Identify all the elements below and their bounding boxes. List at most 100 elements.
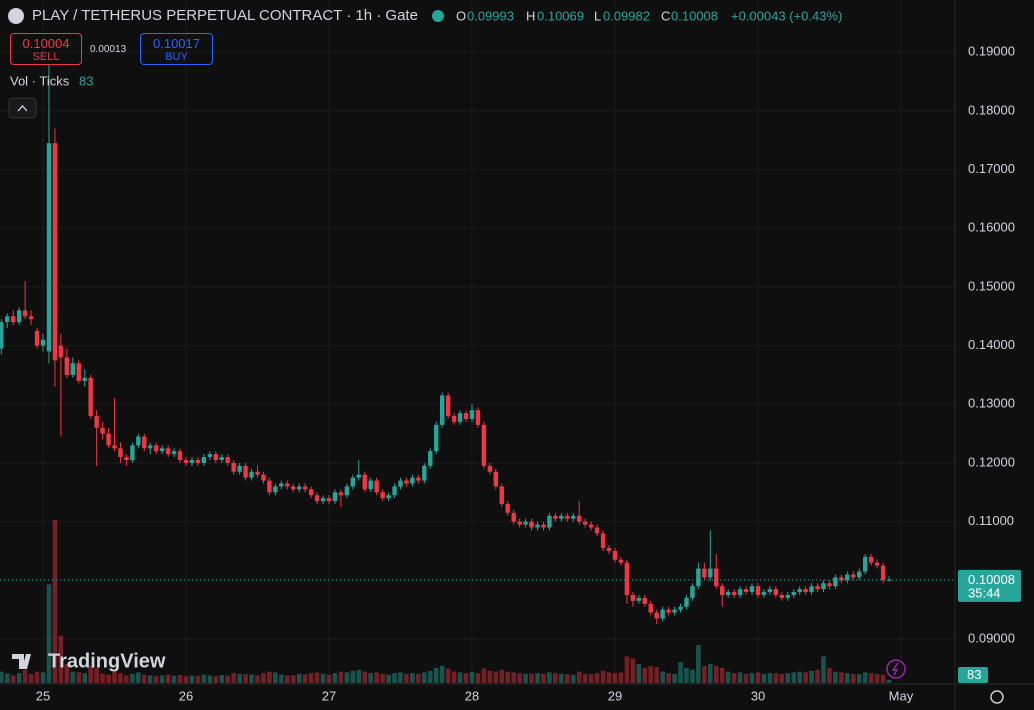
volume-bar — [839, 672, 844, 683]
candle-body — [213, 454, 218, 461]
candle-body — [708, 568, 713, 578]
volume-bar — [553, 673, 558, 683]
candle-body — [469, 410, 475, 419]
volume-bar — [541, 673, 546, 683]
candle-body — [737, 589, 743, 595]
candle-body — [225, 457, 230, 463]
y-tick-label: 0.16000 — [968, 220, 1015, 235]
volume-bar — [743, 673, 749, 683]
volume-bar — [106, 674, 111, 683]
candle-body — [308, 489, 314, 496]
volume-bar — [618, 672, 624, 683]
volume-bar — [791, 672, 797, 683]
candle-body — [314, 495, 320, 502]
volume-bar — [338, 671, 344, 683]
candle-body — [231, 462, 236, 472]
volume-bar — [660, 671, 665, 683]
volume-bar — [124, 675, 129, 683]
volume-bar — [94, 667, 99, 683]
volume-bar — [886, 679, 892, 683]
candle-body — [94, 416, 99, 428]
candle-body — [720, 586, 725, 595]
volume-bar — [719, 667, 725, 683]
volume-bar — [702, 665, 707, 683]
x-tick-label: 26 — [179, 688, 193, 703]
candle-body — [189, 460, 195, 463]
volume-bar — [28, 673, 34, 683]
candle-body — [82, 377, 87, 381]
candle-body — [422, 465, 427, 481]
volume-bar — [785, 673, 791, 683]
volume-bar — [517, 673, 522, 683]
volume-bar — [290, 675, 296, 683]
volume-bar — [398, 672, 403, 683]
candle-body — [714, 568, 719, 587]
sell-button[interactable]: 0.10004 SELL — [10, 33, 82, 65]
candle-body — [761, 592, 767, 595]
volume-bar — [159, 675, 165, 683]
volume-bar — [302, 674, 308, 683]
high-label: H — [526, 8, 535, 23]
volume-bar — [100, 673, 105, 683]
x-tick-label: 27 — [322, 688, 336, 703]
candle-body — [475, 410, 481, 425]
buy-button[interactable]: 0.10017 BUY — [140, 33, 213, 65]
candle-body — [565, 515, 570, 519]
candle-body — [261, 474, 266, 481]
volume-bar — [600, 670, 606, 683]
volume-bar — [189, 675, 195, 683]
volume-bar — [368, 673, 373, 683]
grid — [0, 0, 955, 683]
candle-body — [136, 436, 141, 446]
volume-bar — [195, 675, 201, 683]
volume-bar — [427, 670, 433, 683]
candle-body — [648, 603, 653, 613]
candle-body — [380, 492, 385, 499]
candle-body — [743, 589, 749, 593]
volume-bar — [713, 665, 719, 683]
volume-bar — [147, 675, 153, 683]
candle-body — [445, 395, 451, 417]
volume-bar — [171, 675, 177, 683]
settings-icon[interactable] — [990, 690, 1004, 704]
candle-body — [154, 445, 159, 452]
candle-body — [28, 316, 34, 320]
sell-price: 0.10004 — [22, 36, 70, 51]
candle-body — [517, 521, 522, 525]
last-volume-label: 83 — [967, 667, 981, 682]
candle-body — [34, 330, 40, 346]
candle-body — [690, 586, 695, 598]
volume-bar — [594, 673, 600, 683]
volume-bar — [874, 673, 880, 683]
candle-body — [571, 515, 576, 519]
last-price-box — [958, 569, 1021, 602]
candle-body — [618, 559, 624, 563]
volume-bar — [642, 667, 648, 683]
events-icon[interactable] — [886, 659, 906, 679]
volume-bar — [296, 673, 302, 683]
volume-bar — [10, 675, 16, 683]
countdown-label: 35:44 — [968, 585, 1001, 600]
candle-body — [362, 474, 367, 490]
volume-bar — [696, 645, 701, 683]
candle-body — [803, 589, 808, 593]
candle-body — [529, 521, 534, 528]
candle-body — [148, 445, 153, 449]
volume-bar — [779, 673, 785, 683]
candle-body — [237, 465, 242, 472]
collapse-button[interactable] — [8, 97, 37, 119]
candle-body — [40, 339, 46, 346]
candle-body — [481, 424, 487, 466]
candle-body — [0, 322, 4, 349]
candle-body — [863, 556, 868, 572]
buy-label: BUY — [165, 51, 188, 63]
volume-bar — [559, 673, 564, 683]
candle-body — [320, 498, 326, 502]
y-tick-label: 0.12000 — [968, 454, 1015, 469]
candle-body — [535, 524, 540, 528]
candle-body — [749, 586, 755, 593]
candle-body — [64, 357, 70, 375]
y-tick-label: 0.18000 — [968, 102, 1015, 117]
